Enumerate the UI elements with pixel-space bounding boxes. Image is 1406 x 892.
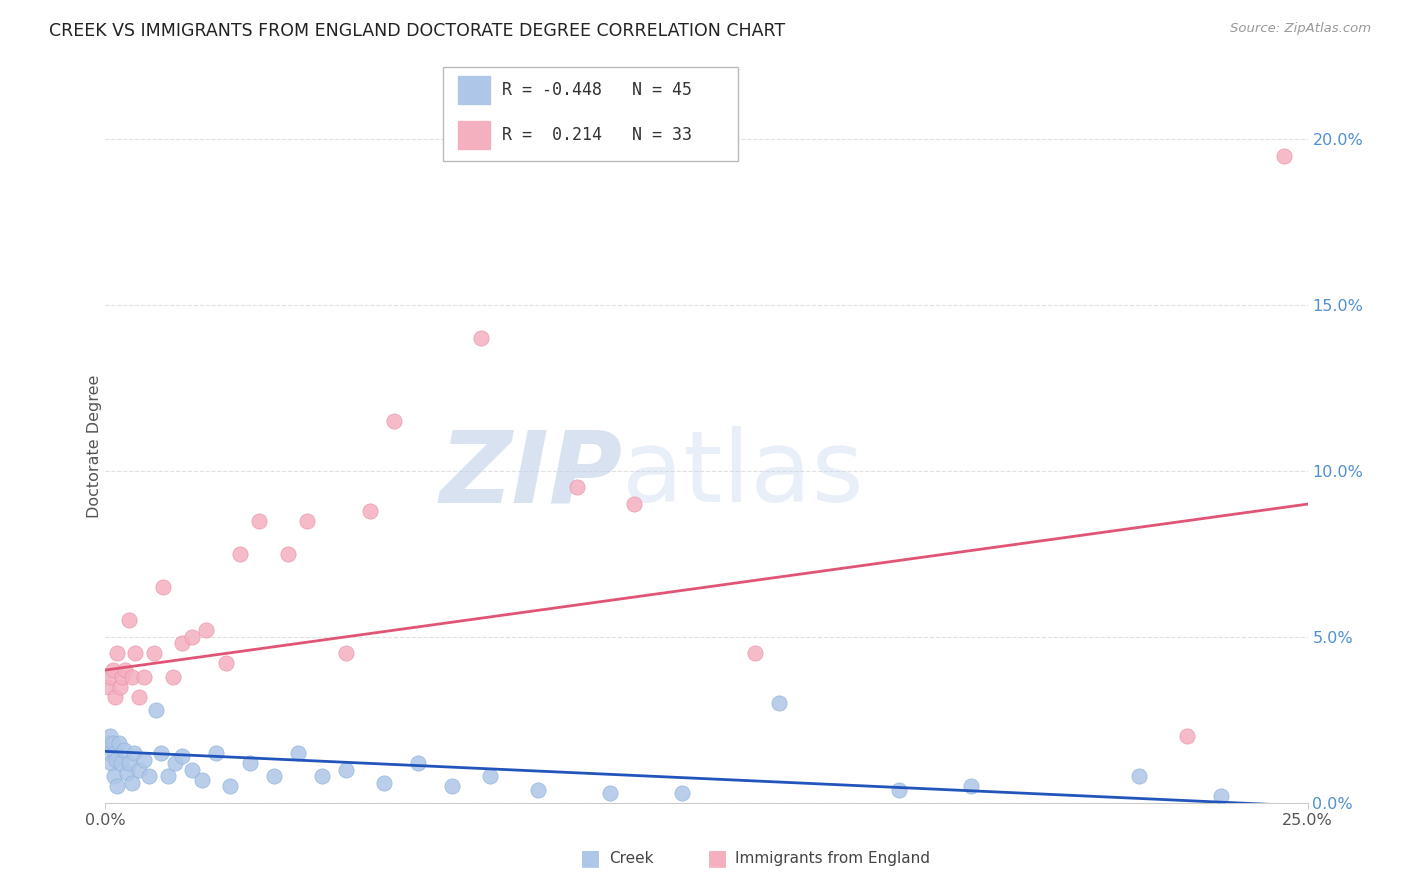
Point — [117, 613, 139, 627]
Point — [104, 690, 127, 704]
Point — [1272, 148, 1295, 162]
Text: R = -0.448   N = 45: R = -0.448 N = 45 — [502, 81, 692, 99]
Point — [181, 763, 204, 777]
Point — [103, 769, 125, 783]
Point — [406, 756, 429, 770]
Point — [172, 636, 194, 650]
Point — [114, 663, 136, 677]
Point — [128, 763, 150, 777]
Point — [960, 779, 983, 793]
Point — [382, 414, 405, 428]
Point — [98, 730, 121, 744]
Point — [108, 736, 131, 750]
Point — [100, 756, 122, 770]
FancyBboxPatch shape — [443, 67, 738, 161]
Point — [97, 736, 120, 750]
Text: CREEK VS IMMIGRANTS FROM ENGLAND DOCTORATE DEGREE CORRELATION CHART: CREEK VS IMMIGRANTS FROM ENGLAND DOCTORA… — [49, 22, 786, 40]
Point — [101, 663, 124, 677]
Bar — [458, 77, 491, 104]
Point — [145, 703, 167, 717]
Text: Source: ZipAtlas.com: Source: ZipAtlas.com — [1230, 22, 1371, 36]
Point — [287, 746, 309, 760]
Point — [277, 547, 299, 561]
Point — [156, 769, 179, 783]
Point — [229, 547, 252, 561]
Point — [297, 514, 319, 528]
Point — [132, 753, 155, 767]
Point — [744, 647, 766, 661]
Point — [195, 624, 218, 638]
Point — [172, 749, 194, 764]
Point — [214, 657, 236, 671]
Point — [111, 670, 134, 684]
Point — [97, 680, 120, 694]
Text: Creek: Creek — [609, 851, 654, 865]
Point — [263, 769, 285, 783]
Text: ZIP: ZIP — [439, 426, 623, 523]
Point — [121, 670, 143, 684]
Point — [359, 504, 381, 518]
Point — [440, 779, 463, 793]
Point — [108, 680, 131, 694]
Point — [121, 776, 143, 790]
Point — [118, 756, 141, 770]
Point — [110, 756, 132, 770]
Point — [623, 497, 645, 511]
Point — [768, 696, 790, 710]
Point — [887, 782, 910, 797]
Point — [138, 769, 160, 783]
Point — [162, 670, 184, 684]
Point — [1128, 769, 1150, 783]
Point — [671, 786, 693, 800]
Point — [527, 782, 550, 797]
Point — [112, 742, 135, 756]
Point — [124, 746, 146, 760]
Text: R =  0.214   N = 33: R = 0.214 N = 33 — [502, 127, 692, 145]
Point — [1175, 730, 1198, 744]
Y-axis label: Doctorate Degree: Doctorate Degree — [87, 375, 101, 517]
Point — [205, 746, 228, 760]
Point — [335, 647, 357, 661]
Point — [107, 779, 129, 793]
Point — [104, 746, 127, 760]
Point — [335, 763, 357, 777]
Text: atlas: atlas — [623, 426, 865, 523]
Point — [1209, 789, 1232, 804]
Point — [599, 786, 621, 800]
Point — [239, 756, 262, 770]
Bar — [458, 121, 491, 149]
Point — [149, 746, 172, 760]
Point — [98, 746, 121, 760]
Point — [128, 690, 150, 704]
Point — [142, 647, 165, 661]
Point — [124, 647, 146, 661]
Text: Immigrants from England: Immigrants from England — [735, 851, 931, 865]
Text: ■: ■ — [707, 848, 727, 868]
Point — [470, 331, 492, 345]
Point — [479, 769, 502, 783]
Point — [105, 753, 128, 767]
Point — [311, 769, 333, 783]
Point — [165, 756, 187, 770]
Point — [132, 670, 155, 684]
Point — [181, 630, 204, 644]
Point — [219, 779, 242, 793]
Point — [373, 776, 395, 790]
Point — [565, 481, 588, 495]
Text: ■: ■ — [581, 848, 600, 868]
Point — [190, 772, 212, 787]
Point — [107, 647, 129, 661]
Point — [101, 736, 124, 750]
Point — [115, 766, 138, 780]
Point — [152, 580, 174, 594]
Point — [247, 514, 270, 528]
Point — [98, 670, 121, 684]
